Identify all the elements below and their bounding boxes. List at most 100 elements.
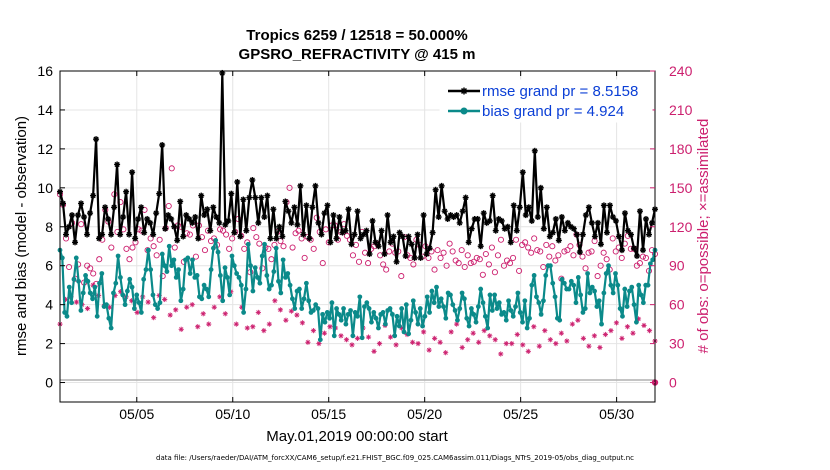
obs-assimilated-point-stroke-3 <box>74 299 79 305</box>
rmse-point <box>276 223 283 230</box>
obs-possible-point <box>171 244 178 251</box>
obs-assimilated-point-stroke-3 <box>223 311 228 316</box>
bias-point <box>466 323 472 329</box>
rmse-point <box>225 217 232 224</box>
rmse-point <box>255 219 262 226</box>
bias-point <box>73 255 79 261</box>
rmse-point-stroke-3 <box>273 235 279 242</box>
rmse-point-stroke-3 <box>288 220 295 226</box>
rmse-point-stroke-3 <box>586 204 592 210</box>
bias-point <box>487 292 493 298</box>
bias-point <box>620 313 625 319</box>
bias-point <box>599 321 604 327</box>
y-tick-label-2: 4 <box>45 297 53 313</box>
obs-possible-point <box>280 243 287 250</box>
rmse-point-stroke-3 <box>348 241 355 247</box>
rmse-point-stroke-3 <box>454 212 460 218</box>
obs-assimilated-point <box>487 333 493 339</box>
bias-point <box>568 278 574 284</box>
rmse-point <box>642 215 649 222</box>
obs-assimilated-point-stroke-3 <box>449 329 454 335</box>
obs-assimilated-point-stroke-3 <box>151 315 156 320</box>
obs-assimilated-point <box>503 340 509 347</box>
rmse-point-stroke-3 <box>93 136 99 142</box>
bias-point <box>341 306 346 311</box>
rmse-point <box>627 231 634 238</box>
rmse-point <box>135 215 142 222</box>
obs-possible-point <box>555 252 562 259</box>
obs-assimilated-point-stroke-3 <box>432 336 437 341</box>
rmse-point-stroke-3 <box>457 220 463 226</box>
obs-possible-point <box>522 239 529 246</box>
obs-assimilated-point-stroke-3 <box>460 345 465 350</box>
y2-tick-label-7: 210 <box>669 102 693 118</box>
obs-assimilated-point-stroke-3 <box>531 324 536 329</box>
rmse-point-stroke-3 <box>135 216 141 222</box>
obs-assimilated-point-stroke-3 <box>608 328 614 333</box>
rmse-point <box>75 212 82 219</box>
rmse-point-stroke-3 <box>186 216 192 222</box>
obs-assimilated-point <box>338 333 344 339</box>
y2-tick-label-3: 90 <box>669 258 685 274</box>
obs-assimilated-point-stroke-3 <box>471 331 476 336</box>
bias-point <box>264 273 270 278</box>
rmse-point-stroke-3 <box>267 235 273 242</box>
rmse-point-stroke-3 <box>111 204 117 210</box>
obs-assimilated-point <box>564 338 570 344</box>
y2-tick-label-5: 150 <box>669 180 693 196</box>
rmse-point <box>639 247 646 254</box>
obs-possible-point <box>153 252 160 259</box>
obs-assimilated-point-stroke-3 <box>195 324 200 329</box>
rmse-point-stroke-3 <box>174 237 180 244</box>
bias-point <box>252 265 258 271</box>
rmse-point-stroke-3 <box>577 249 583 255</box>
rmse-point <box>213 214 220 221</box>
rmse-point <box>315 219 322 226</box>
obs-possible-point <box>220 227 227 234</box>
rmse-point <box>378 227 385 234</box>
bias-point <box>580 310 586 315</box>
obs-assimilated-point-stroke-3 <box>184 305 189 310</box>
rmse-point-stroke-3 <box>246 194 252 201</box>
obs-assimilated-point <box>106 304 113 310</box>
rmse-point-stroke-3 <box>399 233 406 240</box>
bias-point <box>592 288 597 294</box>
obs-assimilated-point-stroke-3 <box>509 341 514 346</box>
obs-assimilated-point-stroke-3 <box>322 331 327 336</box>
rmse-point-stroke-3 <box>439 183 445 189</box>
rmse-point-stroke-3 <box>177 198 183 205</box>
bias-point <box>534 294 539 300</box>
bias-point <box>464 315 470 321</box>
obs-possible-point <box>165 202 172 210</box>
bias-point <box>443 315 449 321</box>
bias-point <box>152 302 158 308</box>
rmse-point-stroke-3 <box>387 239 394 245</box>
obs-possible-point <box>552 257 559 264</box>
obs-assimilated-point-stroke-3 <box>134 310 140 315</box>
rmse-point-stroke-3 <box>315 220 322 226</box>
rmse-point <box>594 219 601 226</box>
bias-point <box>80 290 86 296</box>
rmse-point <box>114 161 121 168</box>
rmse-point <box>525 204 532 211</box>
obs-assimilated-point <box>255 309 261 316</box>
rmse-point-stroke-3 <box>123 189 129 195</box>
obs-assimilated-point <box>299 320 306 326</box>
y-tick-label-0: 0 <box>45 375 53 391</box>
legend: rmse grand pr = 8.5158 bias grand pr = 4… <box>439 79 653 123</box>
obs-assimilated-point-stroke-3 <box>515 332 520 337</box>
rmse-point-stroke-3 <box>102 204 108 210</box>
bias-point <box>364 300 370 306</box>
obs-assimilated-point <box>470 330 476 336</box>
obs-possible-point <box>343 232 350 239</box>
obs-possible-point <box>455 260 462 267</box>
rmse-point <box>66 223 73 230</box>
bias-point <box>610 290 616 296</box>
x-tick-label-0: 05/05 <box>119 406 154 422</box>
obs-assimilated-point <box>349 342 355 348</box>
obs-assimilated-point-stroke-3 <box>482 328 487 333</box>
rmse-point-stroke-3 <box>159 142 165 148</box>
bias-point <box>148 267 154 272</box>
obs-assimilated-point <box>520 342 526 348</box>
rmse-point-stroke-3 <box>571 226 577 232</box>
